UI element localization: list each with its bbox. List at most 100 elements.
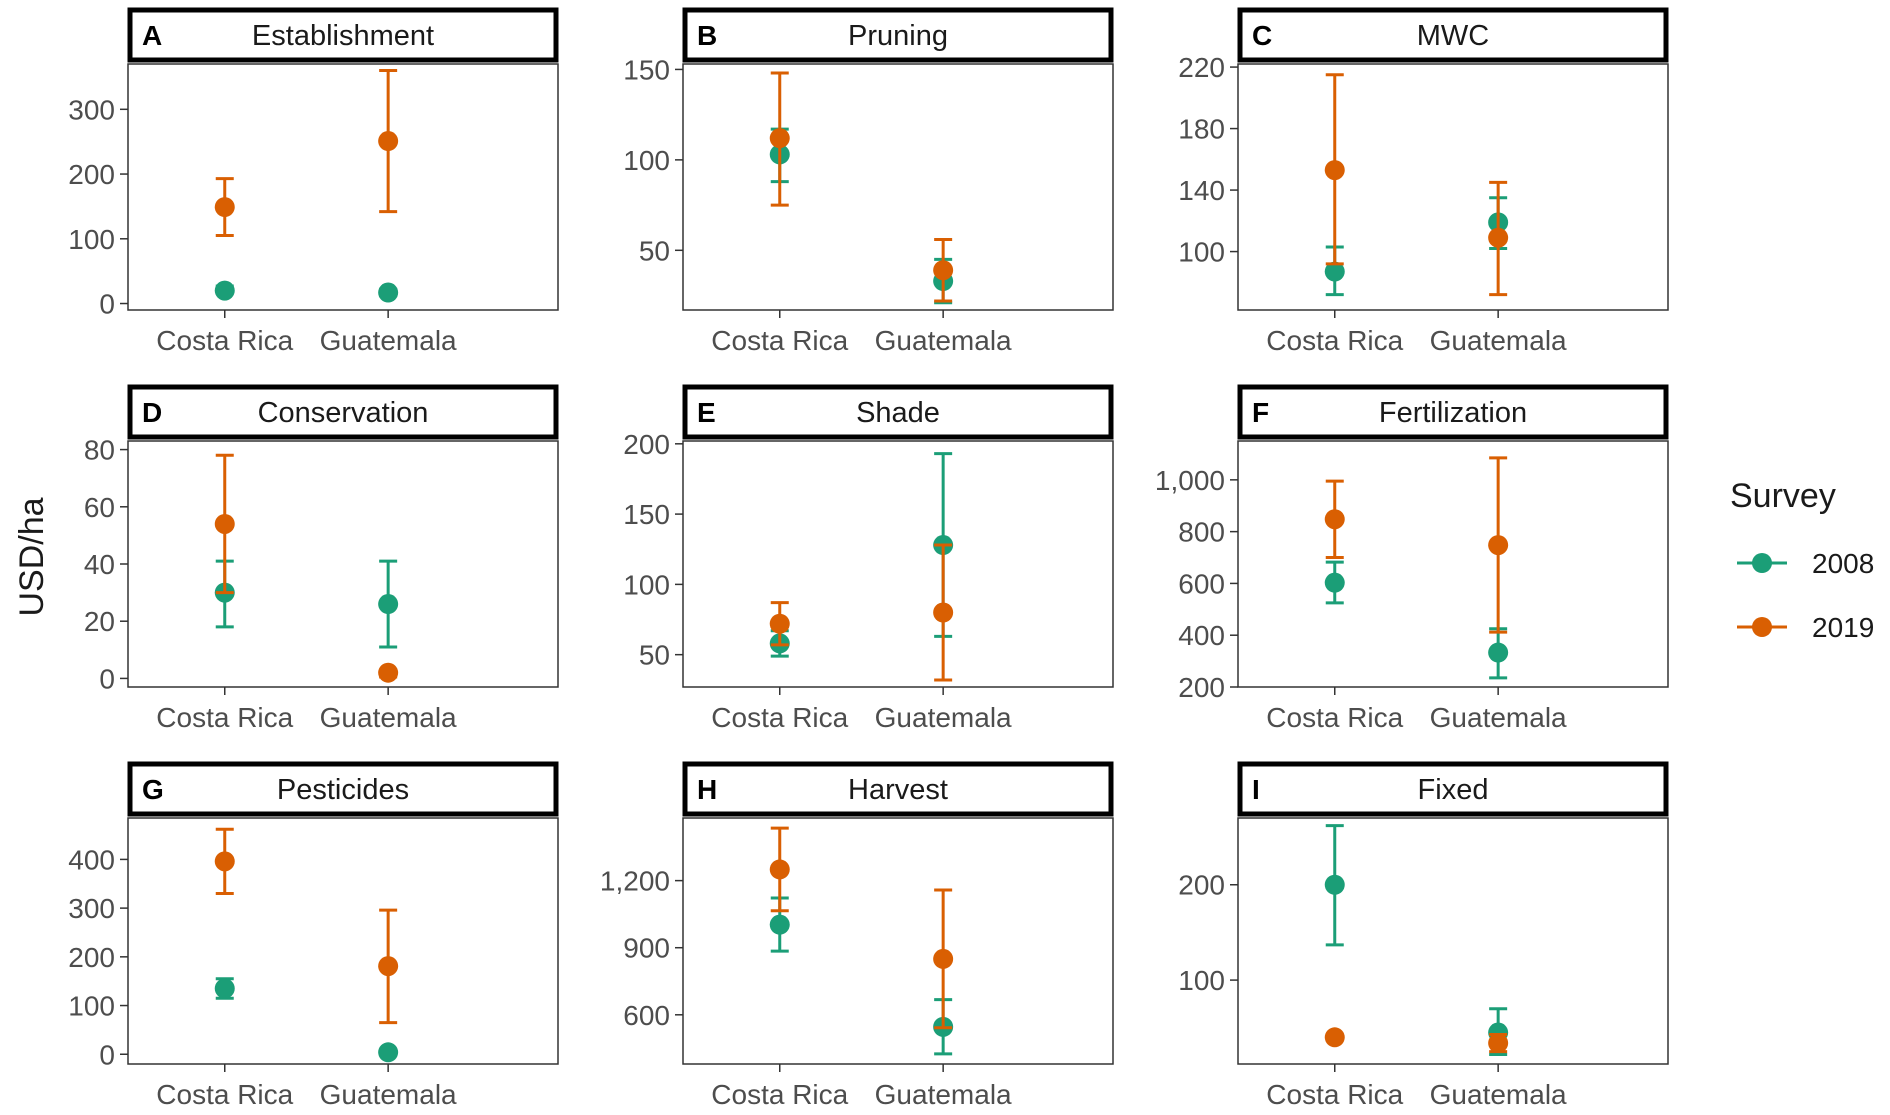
x-tick-label-establishment: Guatemala (320, 325, 457, 356)
legend-label-2008: 2008 (1812, 548, 1874, 579)
panel-letter-pruning: B (697, 20, 717, 51)
legend-item-2008: 2008 (1737, 548, 1874, 579)
panel-title-conservation: Conservation (258, 397, 429, 429)
point-pesticides-2019-guatemala (378, 956, 399, 977)
y-tick-label-fertilization: 800 (1178, 517, 1225, 548)
plot-area-establishment (127, 63, 559, 311)
panel-title-pesticides: Pesticides (277, 774, 409, 806)
strip-pesticides (127, 761, 559, 817)
strip-fixed (1237, 761, 1669, 817)
point-mwc-2008-costa-rica (1324, 261, 1345, 282)
point-fertilization-2019-costa-rica (1324, 509, 1345, 530)
x-tick-label-mwc: Costa Rica (1266, 325, 1403, 356)
y-tick-label-mwc: 220 (1178, 52, 1225, 83)
strip-mwc (1237, 7, 1669, 63)
panel-letter-harvest: H (697, 774, 717, 805)
point-shade-2019-guatemala (933, 602, 954, 623)
y-tick-label-pruning: 50 (639, 235, 670, 266)
plot-area-harvest (682, 817, 1114, 1065)
panel-fixed: I Fixed 100 200 Costa Rica Guatemala (1178, 761, 1669, 1110)
y-tick-label-shade: 50 (639, 640, 670, 671)
x-tick-label-establishment: Costa Rica (156, 325, 293, 356)
y-tick-label-shade: 100 (623, 569, 670, 600)
panel-shade: E Shade 50 100 150 200 Costa Rica Guatemala (623, 384, 1114, 733)
point-fertilization-2008-guatemala (1488, 642, 1509, 663)
y-tick-label-conservation: 0 (99, 663, 115, 694)
y-tick-label-harvest: 1,200 (600, 866, 670, 897)
y-tick-label-conservation: 80 (84, 435, 115, 466)
x-tick-label-fertilization: Guatemala (1430, 702, 1567, 733)
legend-item-2019: 2019 (1737, 612, 1874, 643)
y-tick-label-shade: 150 (623, 499, 670, 530)
panel-pruning: B Pruning 50 100 150 Costa Rica Guatemala (623, 7, 1114, 356)
point-conservation-2019-guatemala (378, 662, 399, 683)
plot-area-mwc (1237, 63, 1669, 311)
panel-title-fertilization: Fertilization (1379, 397, 1527, 429)
panel-mwc: C MWC 100 140 180 220 Costa Rica Guatemala (1178, 7, 1669, 356)
y-tick-label-pruning: 150 (623, 54, 670, 85)
strip-harvest (682, 761, 1114, 817)
strip-establishment (127, 7, 559, 63)
strip-shade (682, 384, 1114, 440)
legend: Survey 2008 2019 (1730, 477, 1874, 643)
y-tick-label-pesticides: 300 (68, 893, 115, 924)
point-pesticides-2008-guatemala (378, 1042, 399, 1063)
y-tick-label-pesticides: 200 (68, 942, 115, 973)
point-fertilization-2008-costa-rica (1324, 572, 1345, 593)
point-establishment-2019-costa-rica (214, 197, 235, 218)
panel-letter-fixed: I (1252, 774, 1260, 805)
y-tick-label-establishment: 300 (68, 94, 115, 125)
point-fixed-2008-costa-rica (1324, 874, 1345, 895)
x-tick-label-conservation: Costa Rica (156, 702, 293, 733)
panel-letter-fertilization: F (1252, 397, 1269, 428)
plot-area-shade (682, 440, 1114, 688)
point-pruning-2019-guatemala (933, 260, 954, 281)
x-tick-label-pesticides: Guatemala (320, 1079, 457, 1110)
point-mwc-2019-guatemala (1488, 227, 1509, 248)
panel-pesticides: G Pesticides 0 100 200 300 400 Costa Rica Guatem… (68, 761, 559, 1110)
x-tick-label-conservation: Guatemala (320, 702, 457, 733)
y-axis-title: USD/ha (13, 497, 51, 616)
y-tick-label-mwc: 100 (1178, 237, 1225, 268)
plot-area-fertilization (1237, 440, 1669, 688)
y-tick-label-fertilization: 200 (1178, 672, 1225, 703)
x-tick-label-harvest: Guatemala (875, 1079, 1012, 1110)
point-pesticides-2019-costa-rica (214, 851, 235, 872)
panel-title-mwc: MWC (1417, 20, 1489, 52)
x-tick-label-pruning: Costa Rica (711, 325, 848, 356)
point-establishment-2008-guatemala (378, 282, 399, 303)
y-tick-label-pesticides: 100 (68, 991, 115, 1022)
legend-label-2019: 2019 (1812, 612, 1874, 643)
panel-establishment: A Establishment 0 100 200 300 Costa Rica Guatem… (68, 7, 559, 356)
y-tick-label-fertilization: 600 (1178, 568, 1225, 599)
plot-area-pesticides (127, 817, 559, 1065)
panel-letter-conservation: D (142, 397, 162, 428)
x-tick-label-harvest: Costa Rica (711, 1079, 848, 1110)
y-tick-label-pesticides: 400 (68, 844, 115, 875)
panel-title-shade: Shade (856, 397, 940, 429)
x-tick-label-shade: Costa Rica (711, 702, 848, 733)
panel-conservation: D Conservation 0 20 40 60 80 Costa Rica Guatemal… (84, 384, 559, 733)
y-tick-label-establishment: 100 (68, 224, 115, 255)
y-tick-label-fertilization: 400 (1178, 620, 1225, 651)
x-tick-label-pesticides: Costa Rica (156, 1079, 293, 1110)
y-tick-label-mwc: 140 (1178, 175, 1225, 206)
y-tick-label-pruning: 100 (623, 145, 670, 176)
point-conservation-2008-guatemala (378, 594, 399, 615)
panel-fertilization: F Fertilization 200 400 600 800 1,000 Costa Ric… (1155, 384, 1669, 733)
point-pruning-2019-costa-rica (769, 128, 790, 149)
panel-letter-pesticides: G (142, 774, 164, 805)
point-harvest-2019-guatemala (933, 948, 954, 969)
y-tick-label-shade: 200 (623, 429, 670, 460)
point-harvest-2019-costa-rica (769, 859, 790, 880)
strip-fertilization (1237, 384, 1669, 440)
y-tick-label-pesticides: 0 (99, 1039, 115, 1070)
point-establishment-2019-guatemala (378, 131, 399, 152)
plot-area-pruning (682, 63, 1114, 311)
x-tick-label-mwc: Guatemala (1430, 325, 1567, 356)
point-fixed-2019-guatemala (1488, 1033, 1509, 1054)
y-tick-label-conservation: 40 (84, 549, 115, 580)
point-shade-2019-costa-rica (769, 613, 790, 634)
panel-harvest: H Harvest 600 900 1,200 Costa Rica Guatemala (600, 761, 1114, 1110)
